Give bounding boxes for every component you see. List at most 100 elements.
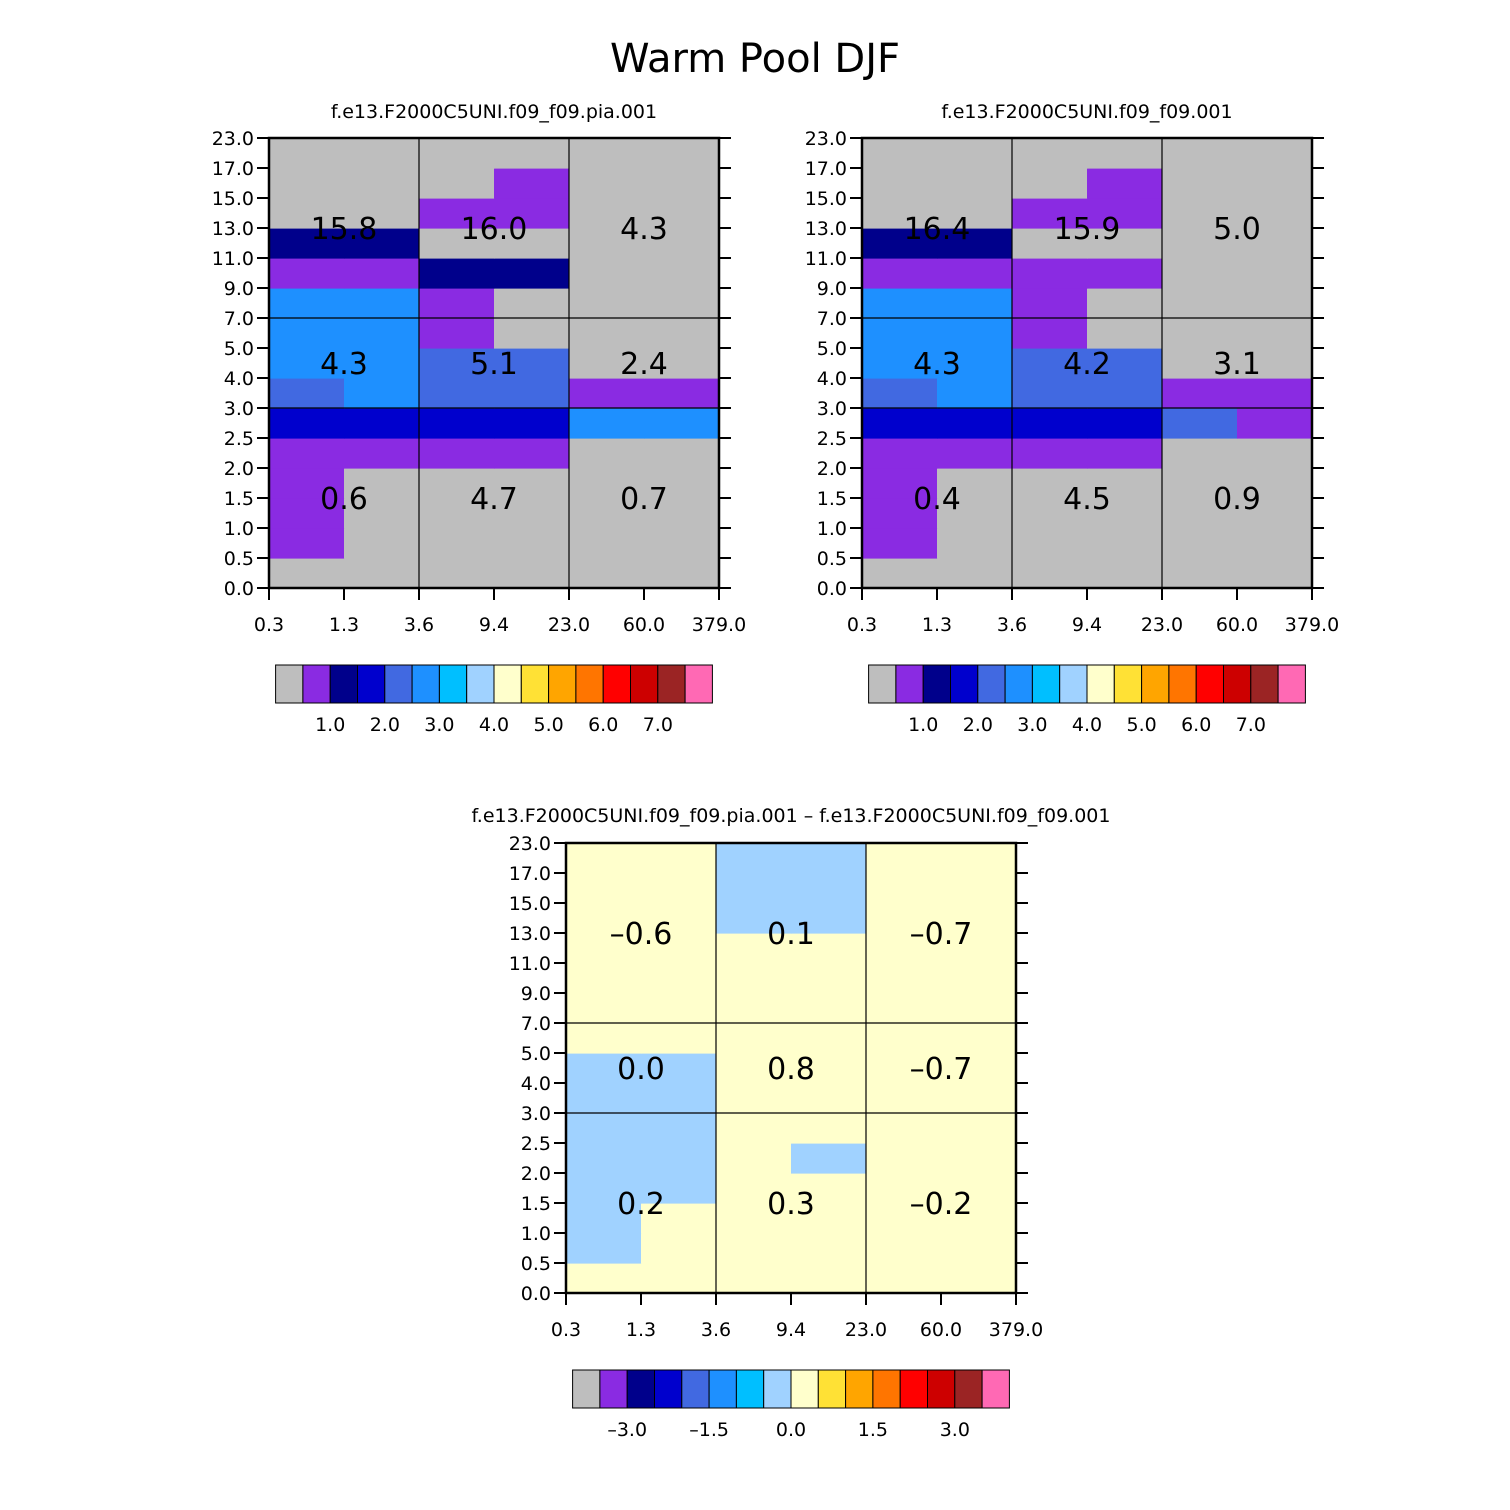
x-tick-label: 23.0 xyxy=(1141,614,1183,636)
colorbar-box xyxy=(1250,664,1279,704)
heatmap-cell xyxy=(866,1263,942,1294)
heatmap-cell xyxy=(1237,258,1313,289)
x-tick-label: 0.3 xyxy=(254,614,284,636)
heatmap-cell xyxy=(941,993,1017,1024)
y-tick-label: 9.0 xyxy=(521,983,551,1005)
heatmap-cell xyxy=(419,138,495,169)
heatmap-cell xyxy=(862,168,938,199)
heatmap-cell xyxy=(1162,498,1238,529)
heatmap-cell xyxy=(1162,468,1238,499)
heatmap-cell xyxy=(862,468,938,499)
colorbar-box xyxy=(1086,664,1115,704)
x-tick-label: 60.0 xyxy=(1216,614,1258,636)
region-value-label: 4.2 xyxy=(1063,347,1111,382)
y-tick-label: 11.0 xyxy=(212,248,254,270)
heatmap-cell xyxy=(716,903,792,934)
heatmap-cell xyxy=(641,933,717,964)
heatmap-cell xyxy=(862,408,938,439)
heatmap-cell xyxy=(344,558,420,589)
heatmap-cell xyxy=(566,873,642,904)
heatmap-cell xyxy=(941,1023,1017,1054)
region-value-label: 5.0 xyxy=(1213,212,1261,247)
heatmap-cell xyxy=(862,348,938,379)
y-tick-label: 1.0 xyxy=(521,1223,551,1245)
heatmap-cell xyxy=(941,1083,1017,1114)
colorbar-box xyxy=(1277,664,1306,704)
heatmap-cell xyxy=(566,903,642,934)
heatmap-cell xyxy=(419,168,495,199)
y-tick-label: 17.0 xyxy=(805,158,847,180)
x-tick-label: 0.3 xyxy=(551,1319,581,1341)
heatmap-cell xyxy=(1087,348,1163,379)
heatmap-cell xyxy=(569,408,645,439)
heatmap-cell xyxy=(644,138,720,169)
heatmap-cell xyxy=(791,873,867,904)
region-value-label: –0.6 xyxy=(610,917,673,952)
x-tick-label: 3.6 xyxy=(404,614,434,636)
heatmap-cell xyxy=(641,993,717,1024)
colorbar-box xyxy=(895,664,924,704)
colorbar-box xyxy=(602,664,632,704)
heatmap-cell xyxy=(569,228,645,259)
heatmap-cell xyxy=(1012,198,1088,229)
region-value-label: 4.5 xyxy=(1063,482,1111,517)
heatmap-cell xyxy=(641,1083,717,1114)
heatmap-cell xyxy=(641,1233,717,1264)
heatmap-cell xyxy=(641,873,717,904)
y-tick-label: 2.5 xyxy=(521,1133,551,1155)
heatmap-cell xyxy=(866,1053,942,1084)
colorbar-box xyxy=(977,664,1006,704)
colorbar-tick-label: 4.0 xyxy=(1072,714,1102,736)
y-tick-label: 3.0 xyxy=(521,1103,551,1125)
region-value-label: –0.7 xyxy=(910,917,973,952)
region-value-label: –0.7 xyxy=(910,1052,973,1087)
heatmap-cell xyxy=(1012,228,1088,259)
heatmap-cell xyxy=(1162,198,1238,229)
heatmap-cell xyxy=(344,138,420,169)
heatmap-cell xyxy=(344,408,420,439)
heatmap-cell xyxy=(494,168,570,199)
heatmap-cell xyxy=(791,903,867,934)
heatmap-cell xyxy=(862,318,938,349)
colorbar-tick-label: 5.0 xyxy=(1126,714,1156,736)
heatmap-cell xyxy=(1237,498,1313,529)
y-tick-label: 4.0 xyxy=(521,1073,551,1095)
heatmap-cell xyxy=(1162,138,1238,169)
x-tick-label: 60.0 xyxy=(920,1319,962,1341)
heatmap-cell xyxy=(937,348,1013,379)
y-tick-label: 17.0 xyxy=(212,158,254,180)
x-tick-label: 1.3 xyxy=(922,614,952,636)
colorbar-box xyxy=(763,1369,792,1409)
heatmap-cell xyxy=(862,288,938,319)
figure-title: Warm Pool DJF xyxy=(610,36,900,82)
heatmap-cell xyxy=(1012,288,1088,319)
heatmap-cell xyxy=(941,1233,1017,1264)
colorbar-box xyxy=(548,664,577,704)
heatmap-cell xyxy=(269,168,345,199)
heatmap-cell xyxy=(941,1143,1017,1174)
heatmap-cell xyxy=(1237,318,1313,349)
colorbar-box xyxy=(950,664,979,704)
heatmap-cell xyxy=(716,1083,792,1114)
colorbar-box xyxy=(357,664,386,704)
region-value-label: 0.6 xyxy=(320,482,368,517)
x-tick-label: 3.6 xyxy=(997,614,1027,636)
heatmap-cell xyxy=(566,963,642,994)
heatmap-cell xyxy=(644,258,720,289)
heatmap-cell xyxy=(1237,348,1313,379)
heatmap-cell xyxy=(941,1053,1017,1084)
heatmap-cell xyxy=(569,558,645,589)
heatmap-cell xyxy=(269,438,345,469)
heatmap-cell xyxy=(791,843,867,874)
heatmap-cell xyxy=(866,1023,942,1054)
y-tick-label: 23.0 xyxy=(805,128,847,150)
heatmap-cell xyxy=(862,198,938,229)
heatmap-cell xyxy=(866,1083,942,1114)
y-tick-label: 0.0 xyxy=(521,1283,551,1305)
heatmap-cell xyxy=(937,378,1013,409)
y-tick-label: 2.5 xyxy=(224,428,254,450)
heatmap-panel-control: f.e13.F2000C5UNI.f09_f09.001 16.4 15.9 5.0 4… xyxy=(805,101,1340,736)
heatmap-cell xyxy=(269,258,345,289)
colorbar-box xyxy=(384,664,413,704)
colorbar-box xyxy=(845,1369,874,1409)
